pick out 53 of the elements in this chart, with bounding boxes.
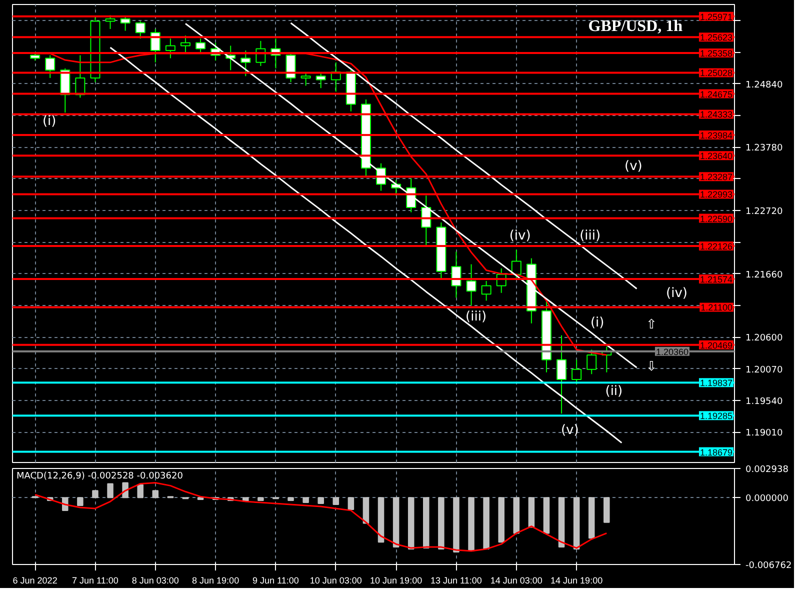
ref-line-label: 1.22126 <box>700 241 733 252</box>
y-tick-label: 1.20600 <box>746 334 783 344</box>
ref-line-label: 1.23984 <box>700 130 733 141</box>
ref-line-label: 1.19285 <box>700 411 733 422</box>
y-tick-label: 0.000000 <box>746 494 789 504</box>
ref-line-label: 1.20360 <box>656 346 689 357</box>
ref-line-label: 1.25358 <box>700 48 733 58</box>
y-tick-label: 1.20070 <box>746 365 783 376</box>
ref-line-label: 1.23287 <box>700 172 733 182</box>
annotation: (iv) <box>666 286 688 301</box>
annotation: (iii) <box>466 309 487 324</box>
ref-line-label: 1.24675 <box>700 89 733 100</box>
y-tick-label: 1.21660 <box>746 270 783 280</box>
x-tick-label: 13 Jun 11:00 <box>430 576 482 586</box>
x-tick-label: 8 Jun 19:00 <box>192 576 240 586</box>
ref-line-label: 1.25623 <box>700 32 733 43</box>
y-tick-label: 1.19010 <box>746 428 783 439</box>
y-tick-label: -0.006762 <box>746 561 792 571</box>
x-tick-label: 14 Jun 03:00 <box>490 576 542 586</box>
ref-line-label: 1.21574 <box>700 274 733 284</box>
annotation: (iv) <box>509 228 531 244</box>
x-tick-label: 9 Jun 11:00 <box>252 576 299 586</box>
annotation: (i) <box>590 315 604 330</box>
annotation: (i) <box>42 114 56 129</box>
ref-line-label: 1.19837 <box>700 378 733 388</box>
annotation: (v) <box>560 422 579 438</box>
x-tick-label: 6 Jun 2022 <box>12 576 58 586</box>
y-tick-label: 1.23780 <box>746 144 783 154</box>
annotation: ⇩ <box>646 360 657 375</box>
ref-line-label: 1.25028 <box>700 68 733 78</box>
ref-line-label: 1.23640 <box>700 151 733 162</box>
y-tick-label: 1.22720 <box>746 207 783 218</box>
text: GBP/USD, 1h <box>588 18 683 35</box>
x-tick-label: 14 Jun 19:00 <box>550 576 603 586</box>
ref-line-label: 1.18679 <box>700 447 733 458</box>
annotation: ⇧ <box>646 318 657 333</box>
y-tick-label: 1.24840 <box>746 80 783 90</box>
x-tick-label: 8 Jun 03:00 <box>132 576 179 586</box>
x-tick-label: 10 Jun 19:00 <box>370 576 422 586</box>
x-tick-label: 10 Jun 03:00 <box>310 576 362 586</box>
y-tick-label: 0.002938 <box>746 465 789 475</box>
x-tick-label: 7 Jun 11:00 <box>72 576 118 586</box>
ref-line-label: 1.22993 <box>700 190 733 200</box>
annotation: (v) <box>624 159 642 174</box>
ref-line-label: 1.25971 <box>700 12 733 22</box>
y-tick-label: 1.19540 <box>746 396 783 407</box>
ref-line-label: 1.22590 <box>700 214 733 224</box>
ref-line-label: 1.24333 <box>700 110 733 120</box>
annotation: (ii) <box>605 384 623 400</box>
ref-line-label: 1.20469 <box>700 340 733 350</box>
annotation: (iii) <box>580 228 601 244</box>
ref-line-label: 1.21100 <box>700 302 733 313</box>
chart-title: MACD(12,26,9) -0.002528 -0.003620 <box>16 472 184 482</box>
